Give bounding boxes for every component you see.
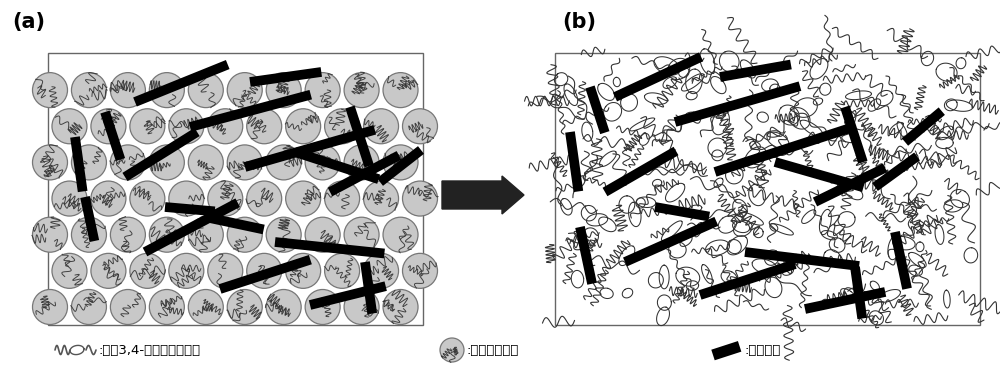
Circle shape: [383, 73, 418, 108]
Circle shape: [440, 338, 464, 362]
Circle shape: [402, 109, 438, 144]
Circle shape: [130, 253, 165, 288]
Circle shape: [364, 181, 399, 216]
Circle shape: [208, 253, 243, 288]
Circle shape: [149, 290, 184, 324]
Circle shape: [402, 181, 438, 216]
Circle shape: [325, 109, 360, 144]
Circle shape: [383, 290, 418, 324]
Circle shape: [149, 145, 184, 180]
Circle shape: [364, 109, 399, 144]
Circle shape: [305, 217, 340, 252]
Circle shape: [266, 290, 301, 324]
Circle shape: [247, 253, 282, 288]
Circle shape: [130, 109, 165, 144]
Circle shape: [110, 290, 145, 324]
Circle shape: [227, 73, 262, 108]
Circle shape: [208, 181, 243, 216]
Circle shape: [227, 217, 262, 252]
Circle shape: [71, 217, 106, 252]
Circle shape: [325, 181, 360, 216]
Circle shape: [227, 145, 262, 180]
Circle shape: [110, 217, 145, 252]
Circle shape: [383, 217, 418, 252]
Circle shape: [247, 181, 282, 216]
Circle shape: [305, 73, 340, 108]
Bar: [555, 53, 980, 325]
Circle shape: [32, 217, 68, 252]
Circle shape: [110, 73, 145, 108]
Circle shape: [52, 181, 87, 216]
Circle shape: [91, 253, 126, 288]
Circle shape: [188, 73, 223, 108]
Circle shape: [286, 181, 321, 216]
Circle shape: [344, 145, 379, 180]
Circle shape: [52, 109, 87, 144]
Circle shape: [266, 217, 301, 252]
Circle shape: [286, 253, 321, 288]
Circle shape: [305, 145, 340, 180]
Circle shape: [169, 109, 204, 144]
Circle shape: [71, 290, 106, 324]
Circle shape: [188, 290, 223, 324]
Text: :碳纳米管: :碳纳米管: [745, 344, 781, 356]
Circle shape: [52, 253, 87, 288]
Circle shape: [344, 217, 379, 252]
Circle shape: [169, 253, 204, 288]
Circle shape: [364, 253, 399, 288]
Circle shape: [91, 181, 126, 216]
Circle shape: [286, 109, 321, 144]
Circle shape: [188, 145, 223, 180]
Text: :聚（3,4-乙烯二氧噩吽）: :聚（3,4-乙烯二氧噩吽）: [99, 344, 201, 356]
Circle shape: [325, 253, 360, 288]
Circle shape: [149, 73, 184, 108]
Circle shape: [149, 217, 184, 252]
Circle shape: [402, 253, 438, 288]
Circle shape: [169, 181, 204, 216]
FancyArrow shape: [442, 176, 524, 214]
Circle shape: [32, 145, 68, 180]
Bar: [48, 53, 423, 325]
Circle shape: [110, 145, 145, 180]
Circle shape: [32, 73, 68, 108]
Circle shape: [130, 181, 165, 216]
Circle shape: [71, 145, 106, 180]
Text: :聚苯乙烯礴酸: :聚苯乙烯礴酸: [467, 344, 519, 356]
Circle shape: [266, 73, 301, 108]
Text: (a): (a): [12, 12, 45, 32]
Circle shape: [266, 145, 301, 180]
Circle shape: [344, 73, 379, 108]
Circle shape: [91, 109, 126, 144]
Circle shape: [188, 217, 223, 252]
Circle shape: [32, 290, 68, 324]
Circle shape: [71, 73, 106, 108]
Text: (b): (b): [562, 12, 596, 32]
Circle shape: [247, 109, 282, 144]
Circle shape: [227, 290, 262, 324]
Circle shape: [344, 290, 379, 324]
Circle shape: [208, 109, 243, 144]
Circle shape: [305, 290, 340, 324]
Circle shape: [383, 145, 418, 180]
